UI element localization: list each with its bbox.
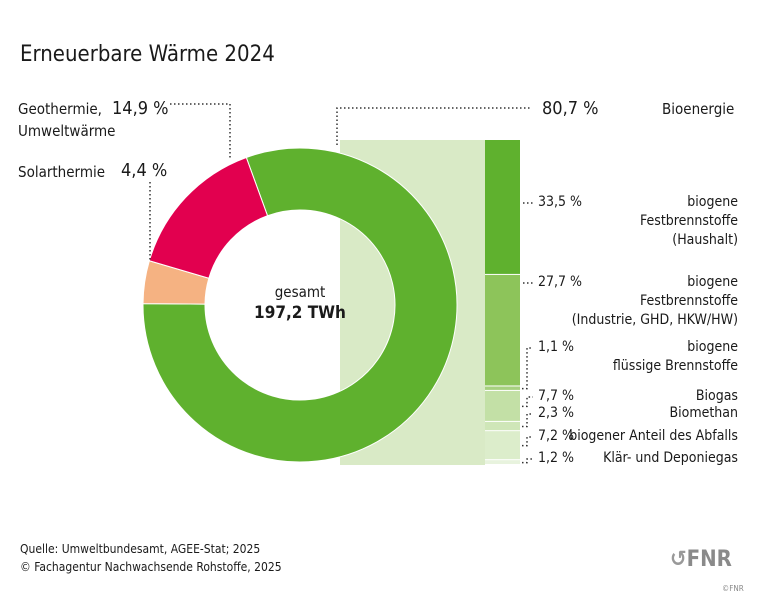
label-geothermie-line2: Umweltwärme <box>18 122 116 140</box>
breakdown-bar-4 <box>485 421 520 431</box>
value-solarthermie: 4,4 % <box>121 160 168 181</box>
breakdown-value: 27,7 % <box>538 274 583 290</box>
label-geothermie-line1: Geothermie, <box>18 100 102 118</box>
breakdown-bar-0 <box>485 140 520 274</box>
breakdown-label: Biomethan <box>669 405 739 421</box>
breakdown-leader-6 <box>522 458 533 464</box>
breakdown-label: biogene <box>687 194 738 210</box>
center-label: gesamt <box>274 283 326 301</box>
value-bioenergie: 80,7 % <box>542 98 599 119</box>
breakdown-leader-2 <box>522 347 533 390</box>
breakdown-leader-3 <box>522 396 533 408</box>
breakdown-label: biogene <box>687 274 738 290</box>
small-logo: ©FNR <box>722 584 744 593</box>
source-note: Quelle: Umweltbundesamt, AGEE-Stat; 2025 <box>20 542 261 556</box>
breakdown-bar-2 <box>485 386 520 390</box>
breakdown-value: 7,7 % <box>538 388 574 404</box>
breakdown-value: 1,2 % <box>538 450 574 466</box>
donut-slice-2 <box>148 156 269 279</box>
breakdown-value: 1,1 % <box>538 339 574 355</box>
leader-geothermie <box>170 103 231 160</box>
breakdown-label: Festbrennstoffe <box>640 293 738 309</box>
breakdown-label: flüssige Brennstoffe <box>612 358 738 374</box>
breakdown-label: Klär- und Deponiegas <box>603 450 738 466</box>
value-geothermie: 14,9 % <box>112 98 169 119</box>
leader-bioenergie <box>336 107 530 145</box>
breakdown-label: biogener Anteil des Abfalls <box>569 428 738 444</box>
breakdown-bar-6 <box>485 460 520 464</box>
chart-title: Erneuerbare Wärme 2024 <box>20 42 275 67</box>
copyright-note: © Fachagentur Nachwachsende Rohstoffe, 2… <box>20 560 282 574</box>
donut-slice-0 <box>142 147 458 463</box>
center-value: 197,2 TWh <box>254 303 346 323</box>
breakdown-bar-5 <box>485 431 520 460</box>
breakdown-value: 2,3 % <box>538 405 574 421</box>
label-bioenergie: Bioenergie <box>662 100 735 118</box>
breakdown-leader-5 <box>522 436 533 447</box>
breakdown-bar-1 <box>485 274 520 386</box>
breakdown-bar-3 <box>485 390 520 421</box>
breakdown-label: biogene <box>687 339 738 355</box>
breakdown-leader-4 <box>522 413 533 428</box>
breakdown-value: 7,2 % <box>538 428 574 444</box>
label-solarthermie: Solarthermie <box>18 163 106 181</box>
fnr-logo: ↺FNR <box>670 547 732 572</box>
breakdown-label: Biogas <box>695 388 738 404</box>
breakdown-label: (Industrie, GHD, HKW/HW) <box>571 312 738 328</box>
breakdown-value: 33,5 % <box>538 194 583 210</box>
breakdown-label: (Haushalt) <box>672 232 738 248</box>
breakdown-label: Festbrennstoffe <box>640 213 738 229</box>
